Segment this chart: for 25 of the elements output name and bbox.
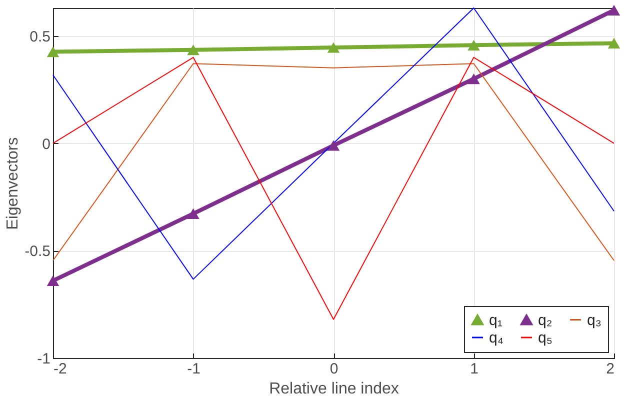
point: [468, 74, 480, 84]
y-tick-label: 0: [42, 136, 50, 153]
y-tick-label: -0.5: [24, 243, 50, 260]
point: [327, 140, 340, 151]
legend-label: q₂: [538, 312, 552, 329]
x-tick-label: 1: [470, 360, 478, 378]
x-tick-label: 2: [606, 360, 614, 378]
point: [327, 42, 340, 53]
y-tick-label: 0.5: [30, 28, 50, 46]
legend-label: q₃: [587, 312, 602, 329]
y-axis-title: Eigenvectors: [4, 137, 22, 230]
point: [187, 44, 200, 56]
point: [608, 38, 620, 49]
point: [46, 46, 60, 58]
x-tick-label: -2: [54, 360, 67, 378]
legend-label: q₅: [538, 330, 552, 346]
x-axis-title: Relative line index: [269, 380, 399, 398]
point: [46, 275, 60, 286]
x-tick-label: 0: [330, 360, 338, 378]
legend-label: q₄: [489, 330, 504, 346]
point: [187, 208, 200, 220]
legend-label: q₁: [489, 312, 502, 329]
point: [468, 40, 480, 50]
point: [608, 4, 620, 16]
x-tick-label: -1: [187, 360, 200, 378]
